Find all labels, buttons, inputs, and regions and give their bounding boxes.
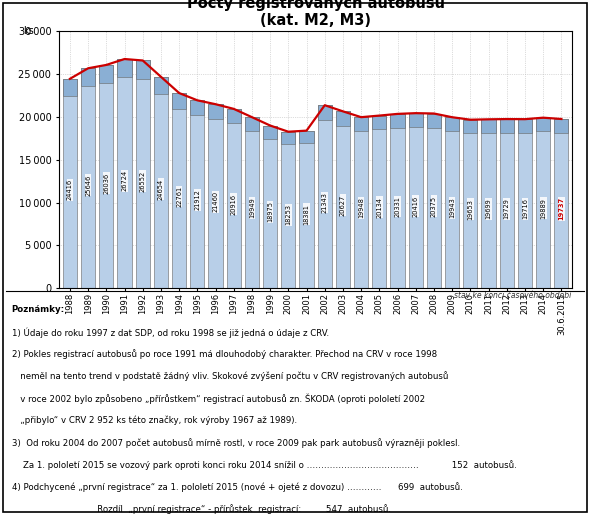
Text: 19948: 19948	[358, 197, 364, 218]
Text: 19889: 19889	[540, 198, 546, 218]
Bar	[208, 104, 222, 288]
Bar	[481, 119, 496, 133]
Text: 20134: 20134	[376, 197, 382, 218]
Bar	[154, 77, 168, 288]
Bar	[99, 65, 113, 83]
Bar	[445, 117, 459, 288]
Text: neměl na tento trend v podstatě žádný vliv. Skokové zvýšení počtu v CRV registro: neměl na tento trend v podstatě žádný vl…	[12, 371, 448, 382]
Text: v roce 2002 bylo způsobeno „přírůstkem“ registrací autobusů zn. ŠKODA (oproti po: v roce 2002 bylo způsobeno „přírůstkem“ …	[12, 393, 425, 404]
Bar	[463, 119, 477, 133]
Text: 19949: 19949	[249, 198, 255, 218]
Bar	[372, 115, 386, 288]
Text: 20627: 20627	[340, 195, 346, 216]
Bar	[536, 118, 550, 131]
Bar	[245, 117, 259, 288]
Text: 26724: 26724	[122, 170, 127, 191]
Bar	[427, 113, 441, 288]
Text: 26036: 26036	[103, 173, 109, 194]
Text: 21343: 21343	[322, 192, 328, 213]
Text: 18975: 18975	[267, 201, 273, 222]
Bar	[81, 68, 95, 288]
Text: 19729: 19729	[504, 198, 510, 219]
Bar	[481, 119, 496, 288]
Bar	[99, 65, 113, 288]
Text: „přibylo“ v CRV 2 952 ks této značky, rok výroby 1967 až 1989).: „přibylo“ v CRV 2 952 ks této značky, ro…	[12, 416, 297, 425]
Text: 19699: 19699	[486, 199, 491, 219]
Bar	[117, 59, 132, 77]
Text: 24416: 24416	[67, 179, 73, 200]
Text: 22761: 22761	[176, 186, 182, 207]
Y-axis label: ks: ks	[23, 26, 34, 36]
Text: 1) Údaje do roku 1997 z dat SDP, od roku 1998 se již jedná o údaje z CRV.: 1) Údaje do roku 1997 z dat SDP, od roku…	[12, 327, 329, 338]
Bar	[391, 114, 405, 128]
Text: 3)  Od roku 2004 do 2007 počet autobusů mírně rostl, v roce 2009 pak park autobu: 3) Od roku 2004 do 2007 počet autobusů m…	[12, 438, 460, 448]
Bar	[63, 79, 77, 288]
Text: Poznámky:: Poznámky:	[12, 305, 65, 314]
Bar	[500, 119, 514, 288]
Bar	[263, 126, 277, 288]
Bar	[136, 60, 150, 288]
Text: 2) Pokles registrací autobusů po roce 1991 má dlouhodobý charakter. Přechod na C: 2) Pokles registrací autobusů po roce 19…	[12, 349, 437, 359]
Bar	[281, 132, 296, 288]
Bar	[190, 100, 204, 115]
Text: stav ke konci časového období: stav ke konci časového období	[454, 291, 571, 300]
Bar	[117, 59, 132, 288]
Bar	[227, 109, 241, 123]
Text: 26552: 26552	[140, 170, 146, 192]
Bar	[227, 109, 241, 288]
Bar	[208, 104, 222, 119]
Bar	[317, 105, 332, 120]
Text: Za 1. pololetí 2015 se vozový park oproti konci roku 2014 snížil o …………………………………: Za 1. pololetí 2015 se vozový park oprot…	[12, 460, 516, 470]
Bar	[136, 60, 150, 79]
Bar	[190, 100, 204, 288]
Bar	[536, 118, 550, 288]
Bar	[463, 119, 477, 288]
Text: 19716: 19716	[522, 198, 528, 219]
Bar	[172, 93, 186, 109]
Bar	[245, 117, 259, 131]
Bar	[427, 113, 441, 128]
Text: 25646: 25646	[85, 174, 91, 196]
Text: 20416: 20416	[413, 196, 419, 217]
Bar	[317, 105, 332, 288]
Text: 20916: 20916	[231, 194, 237, 215]
Text: 20375: 20375	[431, 196, 437, 217]
Text: 20331: 20331	[395, 196, 401, 217]
Text: 19943: 19943	[449, 198, 455, 218]
Bar	[263, 126, 277, 139]
Bar	[281, 132, 296, 144]
Text: 18381: 18381	[303, 204, 310, 225]
Bar	[409, 113, 423, 288]
Bar	[172, 93, 186, 288]
Bar	[554, 119, 569, 132]
Bar	[81, 68, 95, 86]
Bar	[336, 111, 350, 126]
Bar	[409, 113, 423, 127]
Title: Počty registrovaných autobusů
(kat. M2, M3): Počty registrovaných autobusů (kat. M2, …	[186, 0, 445, 28]
Bar	[300, 131, 314, 288]
Text: 21460: 21460	[212, 191, 218, 212]
Bar	[336, 111, 350, 288]
Bar	[445, 117, 459, 131]
Text: 4) Podchycené „první registrace“ za 1. pololetí 2015 (nové + ojeté z dovozu) ………: 4) Podchycené „první registrace“ za 1. p…	[12, 483, 463, 492]
Bar	[372, 115, 386, 129]
Bar	[354, 117, 368, 288]
Text: 24654: 24654	[158, 178, 164, 200]
Text: 21912: 21912	[194, 190, 201, 211]
Text: 19737: 19737	[558, 197, 565, 220]
Bar	[500, 119, 514, 132]
Text: 18253: 18253	[286, 204, 291, 225]
Bar	[154, 77, 168, 94]
Bar	[554, 119, 569, 288]
Text: 19653: 19653	[467, 199, 473, 219]
Bar	[391, 114, 405, 288]
Bar	[518, 119, 532, 133]
Bar	[518, 119, 532, 288]
Bar	[354, 117, 368, 131]
Bar	[300, 131, 314, 143]
Text: Rozdíl  „první registrace“ - přírůstek  registrací:         547  autobusů.: Rozdíl „první registrace“ - přírůstek re…	[12, 505, 391, 514]
Bar	[63, 79, 77, 96]
